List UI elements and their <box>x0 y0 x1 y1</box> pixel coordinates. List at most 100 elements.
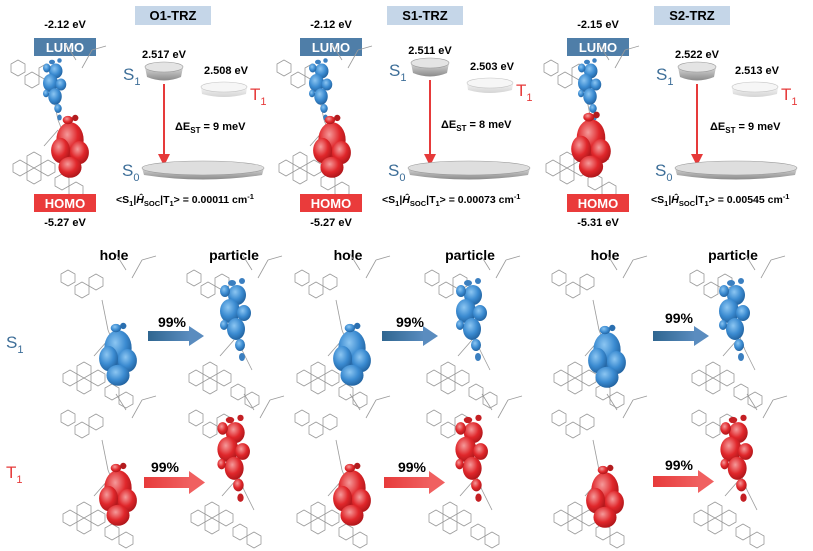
t1-hole-orbital <box>294 393 391 549</box>
dest-text: ΔEST = 9 meV <box>175 121 246 135</box>
panel-s2-trz: S2-TRZ -2.15 eV LUMO HOMO -5.31 eV 2.522… <box>543 6 798 549</box>
dest-text: ΔEST = 8 meV <box>441 119 512 133</box>
s1-transition-arrow <box>653 326 709 346</box>
svg-text:LUMO: LUMO <box>46 40 84 55</box>
t1-energy: 2.513 eV <box>735 65 780 77</box>
t1-hole-orbital <box>60 393 157 549</box>
particle-label: particle <box>209 247 259 263</box>
s1-level-label: S1 <box>389 61 406 84</box>
row-label-s1: S1 <box>6 333 23 356</box>
hole-label: hole <box>100 247 129 263</box>
panel-title: O1-TRZ <box>150 8 197 23</box>
panel-s1-trz: S1-TRZ -2.12 eV LUMO HOMO -5.27 eV 2.511… <box>276 6 533 549</box>
t1-level-disc <box>200 81 248 97</box>
homo-energy: -5.27 eV <box>310 217 352 229</box>
frontier-orbital-structure <box>543 43 640 199</box>
s1-to-s0-arrow <box>424 80 436 166</box>
t1-transition-percent: 99% <box>398 459 427 475</box>
s0-level-disc <box>141 160 265 180</box>
t1-transition-arrow <box>384 471 445 494</box>
s1-hole-orbital <box>551 253 648 409</box>
t1-transition-arrow <box>144 471 205 494</box>
s1-transition-percent: 99% <box>396 314 425 330</box>
t1-transition-percent: 99% <box>151 459 180 475</box>
t1-particle-orbital <box>188 393 285 549</box>
t1-level-disc <box>466 77 514 93</box>
svg-text:LUMO: LUMO <box>579 40 617 55</box>
energy-level-diagram: 2.522 eV S1 2.513 eV T1 ΔEST = 9 meV S0 <box>651 49 798 208</box>
s1-hole-orbital <box>294 253 391 409</box>
t1-energy: 2.503 eV <box>470 61 515 73</box>
t1-transition-arrow <box>653 470 714 493</box>
s1-level-label: S1 <box>123 65 140 88</box>
panel-title: S2-TRZ <box>669 8 715 23</box>
s0-level-disc <box>674 160 798 180</box>
frontier-orbital-structure <box>10 43 107 199</box>
t1-particle-orbital <box>691 393 788 549</box>
s0-level-label: S0 <box>388 161 405 184</box>
energy-level-diagram: 2.517 eV S1 2.508 eV T1 ΔEST = 9 meV S0 <box>116 49 267 208</box>
lumo-badge: LUMO <box>567 38 629 56</box>
frontier-orbital-structure <box>276 43 373 199</box>
t1-level-label: T1 <box>516 81 533 104</box>
homo-badge: HOMO <box>300 194 362 212</box>
soc-text: <S1|ĤSOC|T1> = 0.00073 cm-1 <box>382 192 520 208</box>
energy-level-diagram: 2.511 eV S1 2.503 eV T1 ΔEST = 8 meV S0 <box>382 45 533 208</box>
t1-level-disc <box>731 81 779 97</box>
s1-level-disc <box>410 57 450 77</box>
row-label-t1: T1 <box>6 463 23 486</box>
s1-level-disc <box>144 61 184 81</box>
s1-level-disc <box>677 61 717 81</box>
s1-level-label: S1 <box>656 65 673 88</box>
s1-particle-orbital <box>424 253 521 409</box>
t1-energy: 2.508 eV <box>204 65 249 77</box>
hole-label: hole <box>334 247 363 263</box>
s0-level-label: S0 <box>655 161 672 184</box>
s1-energy: 2.522 eV <box>675 49 720 61</box>
s1-particle-orbital <box>689 253 786 409</box>
svg-text:HOMO: HOMO <box>45 196 85 211</box>
soc-text: <S1|ĤSOC|T1> = 0.00545 cm-1 <box>651 192 789 208</box>
s1-transition-percent: 99% <box>665 310 694 326</box>
particle-label: particle <box>445 247 495 263</box>
s1-transition-arrow <box>148 326 204 346</box>
lumo-energy: -2.12 eV <box>44 19 86 31</box>
lumo-energy: -2.15 eV <box>577 19 619 31</box>
svg-text:S1: S1 <box>6 333 23 356</box>
t1-level-label: T1 <box>781 85 798 108</box>
panel-title-box: S1-TRZ <box>387 6 463 25</box>
s1-energy: 2.517 eV <box>142 49 187 61</box>
s1-particle-orbital <box>186 253 283 409</box>
t1-transition-percent: 99% <box>665 457 694 473</box>
t1-particle-orbital <box>426 393 523 549</box>
t1-hole-orbital <box>551 393 648 549</box>
dest-text: ΔEST = 9 meV <box>710 121 781 135</box>
t1-level-label: T1 <box>250 85 267 108</box>
s1-transition-arrow <box>382 326 438 346</box>
homo-energy: -5.27 eV <box>44 217 86 229</box>
svg-text:HOMO: HOMO <box>578 196 618 211</box>
s0-level-disc <box>407 160 531 180</box>
s1-to-s0-arrow <box>158 84 170 166</box>
panel-title: S1-TRZ <box>402 8 448 23</box>
soc-text: <S1|ĤSOC|T1> = 0.00011 cm-1 <box>116 192 254 208</box>
s1-energy: 2.511 eV <box>408 45 452 57</box>
hole-label: hole <box>591 247 620 263</box>
svg-text:LUMO: LUMO <box>312 40 350 55</box>
s0-level-label: S0 <box>122 161 139 184</box>
homo-badge: HOMO <box>34 194 96 212</box>
homo-energy: -5.31 eV <box>577 217 619 229</box>
svg-text:T1: T1 <box>6 463 23 486</box>
panel-title-box: S2-TRZ <box>654 6 730 25</box>
svg-text:HOMO: HOMO <box>311 196 351 211</box>
panel-o1-trz: O1-TRZ -2.12 eV LUMO HOMO -5.27 eV 2.517… <box>10 6 285 549</box>
lumo-badge: LUMO <box>34 38 96 56</box>
lumo-energy: -2.12 eV <box>310 19 352 31</box>
lumo-badge: LUMO <box>300 38 362 56</box>
homo-badge: HOMO <box>567 194 629 212</box>
panel-title-box: O1-TRZ <box>135 6 211 25</box>
s1-hole-orbital <box>60 253 157 409</box>
particle-label: particle <box>708 247 758 263</box>
s1-to-s0-arrow <box>691 84 703 166</box>
